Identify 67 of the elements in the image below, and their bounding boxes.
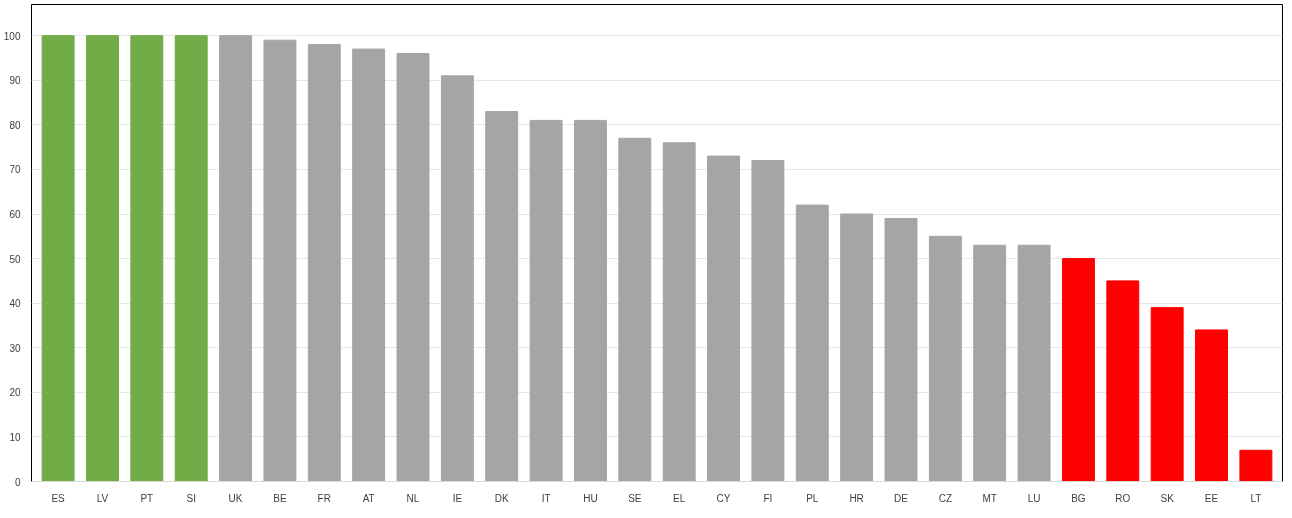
x-tick-label: DE xyxy=(894,492,909,504)
x-tick-label: UK xyxy=(228,492,243,504)
bar xyxy=(1239,449,1273,482)
x-tick-label: PL xyxy=(806,492,819,504)
bar xyxy=(707,155,741,482)
x-tick-label: FR xyxy=(317,492,331,504)
bar xyxy=(795,204,829,482)
bar xyxy=(396,53,430,482)
x-tick-label: NL xyxy=(406,492,420,504)
bar xyxy=(618,137,652,482)
bar xyxy=(1106,280,1140,482)
bar xyxy=(1061,258,1095,482)
bar xyxy=(485,110,519,482)
y-tick-label: 50 xyxy=(9,253,21,265)
x-tick-label: LT xyxy=(1250,492,1262,504)
bar xyxy=(130,35,164,482)
x-tick-label: FI xyxy=(763,492,773,504)
x-tick-label: SE xyxy=(628,492,642,504)
x-tick-label: CY xyxy=(716,492,731,504)
bar xyxy=(307,44,341,482)
x-tick-label: RO xyxy=(1115,492,1131,504)
bar xyxy=(1150,307,1184,482)
bar xyxy=(1017,244,1051,482)
bar xyxy=(352,48,386,482)
x-tick-label: ES xyxy=(51,492,66,504)
x-tick-label: AT xyxy=(362,492,375,504)
x-tick-label: EL xyxy=(673,492,686,504)
bar xyxy=(174,35,208,482)
bar xyxy=(751,160,785,482)
x-tick-label: HR xyxy=(849,492,864,504)
bar xyxy=(573,119,607,482)
y-tick-label: 20 xyxy=(9,387,21,399)
x-tick-label: MT xyxy=(982,492,997,504)
x-tick-label: SI xyxy=(186,492,196,504)
x-tick-label: IT xyxy=(541,492,551,504)
x-tick-label: HU xyxy=(583,492,598,504)
bar xyxy=(840,213,874,482)
bar xyxy=(529,119,563,482)
x-tick-label: BG xyxy=(1071,492,1086,504)
bar xyxy=(263,39,297,482)
x-tick-label: CZ xyxy=(938,492,953,504)
bar xyxy=(662,142,696,482)
x-tick-label: PT xyxy=(140,492,154,504)
x-tick-label: IE xyxy=(452,492,463,504)
bar xyxy=(440,75,474,482)
y-tick-label: 60 xyxy=(9,209,21,221)
x-tick-label: LV xyxy=(96,492,109,504)
y-tick-label: 30 xyxy=(9,342,21,354)
bar xyxy=(41,35,75,482)
x-tick-label: DK xyxy=(494,492,510,504)
bar xyxy=(973,244,1007,482)
x-tick-label: SK xyxy=(1160,492,1175,504)
x-tick-label: BE xyxy=(273,492,287,504)
y-tick-label: 90 xyxy=(9,75,21,87)
bar xyxy=(928,235,962,482)
bar xyxy=(884,217,918,482)
y-tick-label: 40 xyxy=(9,298,21,310)
x-tick-label: EE xyxy=(1204,492,1219,504)
y-tick-label: 100 xyxy=(3,30,21,42)
x-tick-label: LU xyxy=(1027,492,1041,504)
bar xyxy=(86,35,119,482)
y-tick-label: 80 xyxy=(9,119,21,131)
bar xyxy=(1195,329,1228,482)
y-tick-label: 10 xyxy=(9,431,21,443)
bar xyxy=(219,35,253,482)
y-tick-label: 70 xyxy=(9,164,21,176)
y-tick-label: 0 xyxy=(14,476,21,488)
